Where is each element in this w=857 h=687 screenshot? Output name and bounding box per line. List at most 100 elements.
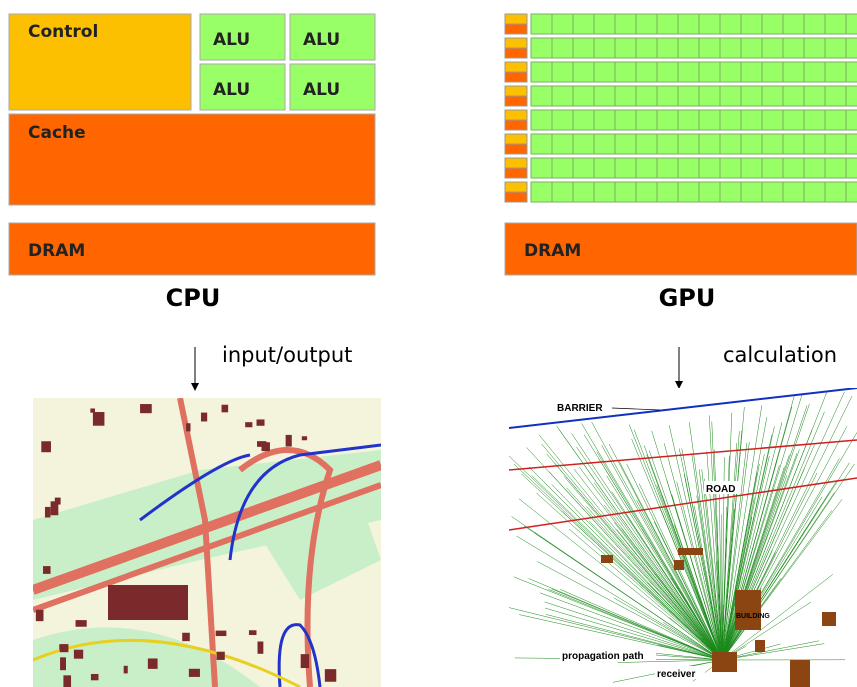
alu-block xyxy=(289,13,376,61)
gpu-core xyxy=(782,157,805,179)
gpu-core xyxy=(719,37,742,59)
gpu-core xyxy=(824,157,847,179)
ray xyxy=(628,424,723,661)
gpu-core xyxy=(677,37,700,59)
gpu-core xyxy=(698,157,721,179)
gpu-cache xyxy=(504,119,528,131)
ray xyxy=(537,561,723,661)
ray xyxy=(516,535,723,661)
ray xyxy=(636,500,723,661)
ray xyxy=(531,475,723,661)
gpu-core xyxy=(761,61,784,83)
gpu-core xyxy=(593,13,616,35)
map-building xyxy=(41,441,51,453)
alu-label: ALU xyxy=(213,30,250,50)
gpu-label: GPU xyxy=(659,284,716,312)
gpu-core xyxy=(572,37,595,59)
gpu-core xyxy=(803,85,826,107)
map-building xyxy=(256,419,265,426)
gpu-core xyxy=(803,133,826,155)
gpu-core xyxy=(740,133,763,155)
gpu-core xyxy=(824,109,847,131)
gpu-core xyxy=(761,85,784,107)
gpu-core xyxy=(803,181,826,203)
gpu-core xyxy=(845,133,857,155)
gpu-core xyxy=(782,13,805,35)
ray xyxy=(676,481,723,661)
ray xyxy=(721,499,843,661)
alu-label: ALU xyxy=(303,80,340,100)
gpu-core xyxy=(845,37,857,59)
gpu-control xyxy=(504,85,528,97)
ray xyxy=(721,454,765,661)
gpu-core xyxy=(740,85,763,107)
gpu-cache xyxy=(504,95,528,107)
road-label: ROAD xyxy=(706,484,735,495)
gpu-core xyxy=(803,157,826,179)
ray xyxy=(576,446,723,661)
gpu-core xyxy=(614,13,637,35)
map-building xyxy=(59,644,69,653)
gpu-core xyxy=(761,133,784,155)
gpu-core xyxy=(656,181,679,203)
gpu-core xyxy=(572,61,595,83)
ray xyxy=(654,573,723,661)
map-building xyxy=(35,609,44,622)
gpu-core xyxy=(782,37,805,59)
ray xyxy=(541,443,723,661)
gpu-core xyxy=(719,85,742,107)
cache-label: Cache xyxy=(28,123,86,143)
ray xyxy=(578,466,723,661)
gpu-core xyxy=(593,61,616,83)
gpu-core xyxy=(740,61,763,83)
ray xyxy=(721,412,733,661)
gpu-core xyxy=(677,181,700,203)
gpu-cache xyxy=(504,23,528,35)
ray xyxy=(558,429,723,661)
ray xyxy=(670,577,723,661)
gpu-core xyxy=(698,85,721,107)
ray xyxy=(721,475,788,661)
arrow-head xyxy=(191,383,199,391)
arrow-head xyxy=(675,381,683,389)
gpu-core xyxy=(845,157,857,179)
gpu-core xyxy=(656,85,679,107)
ray xyxy=(668,425,723,661)
ray xyxy=(653,521,723,661)
ray xyxy=(721,604,724,661)
ray xyxy=(568,528,723,661)
gpu-core xyxy=(719,61,742,83)
ray xyxy=(561,510,723,661)
map-building xyxy=(90,408,96,413)
gpu-core xyxy=(572,85,595,107)
alu-label: ALU xyxy=(213,80,250,100)
ray xyxy=(719,494,723,661)
propagation-image: BARRIER ROAD BUILDING propagation path r… xyxy=(509,388,857,687)
ray xyxy=(658,644,723,661)
ray xyxy=(647,582,723,661)
gpu-core xyxy=(551,37,574,59)
gpu-core xyxy=(845,181,857,203)
map-building xyxy=(60,657,66,671)
ray xyxy=(721,395,795,661)
ray xyxy=(581,423,723,661)
gpu-core xyxy=(845,109,857,131)
gpu-core xyxy=(572,181,595,203)
ray xyxy=(696,495,723,661)
gpu-core xyxy=(740,109,763,131)
gpu-core xyxy=(698,133,721,155)
ray xyxy=(694,505,723,661)
ray xyxy=(513,463,723,661)
map-building xyxy=(140,404,152,414)
gpu-core xyxy=(635,109,658,131)
ray xyxy=(721,431,740,661)
gpu-core xyxy=(803,61,826,83)
map-building xyxy=(147,658,158,669)
ray xyxy=(513,576,723,661)
gpu-core xyxy=(677,109,700,131)
alu-block xyxy=(199,13,286,61)
ray xyxy=(674,524,723,661)
gpu-core xyxy=(614,85,637,107)
ray xyxy=(721,510,833,661)
gpu-core xyxy=(614,109,637,131)
